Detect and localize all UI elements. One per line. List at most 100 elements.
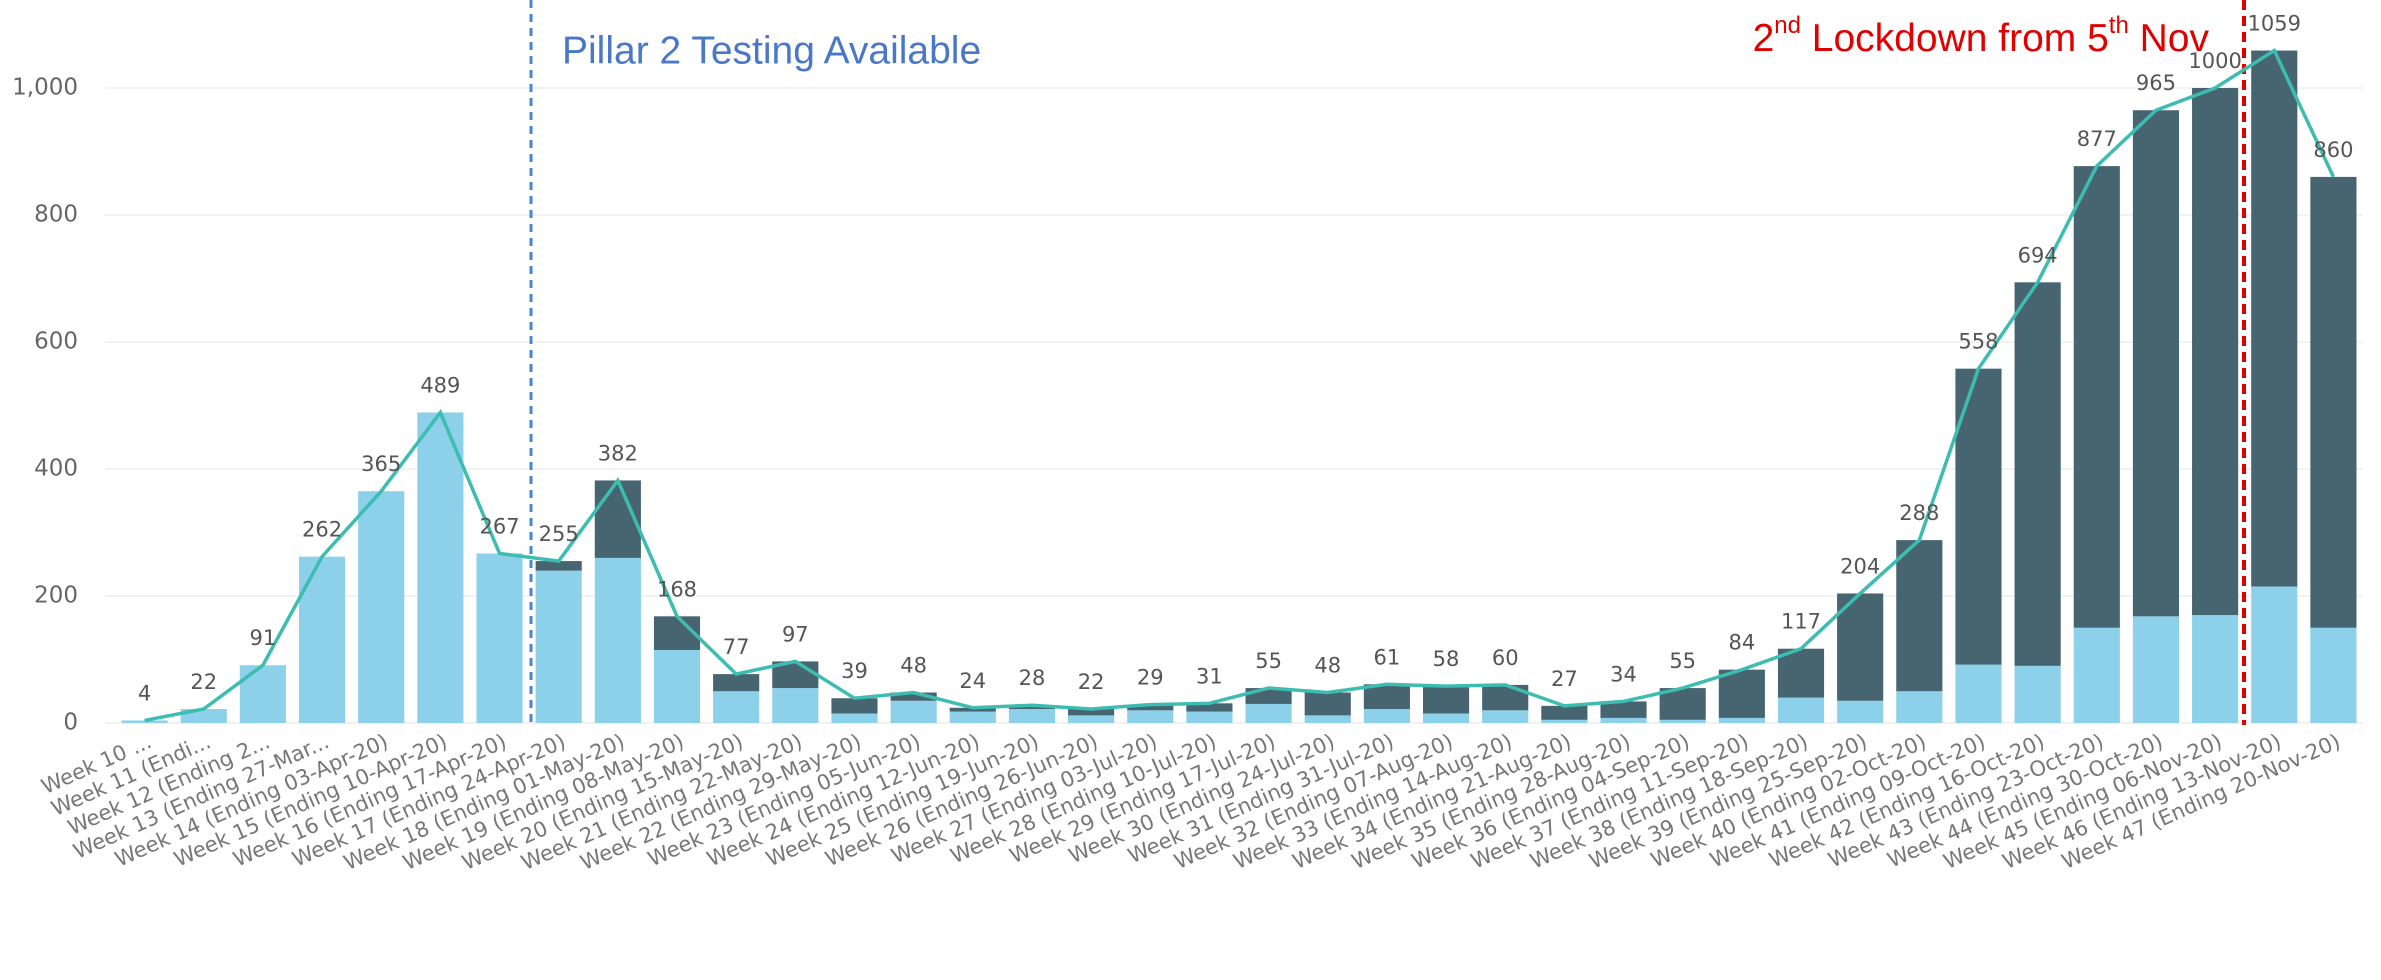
bar-segment [1422, 713, 1470, 723]
value-label: 28 [1019, 666, 1046, 690]
bar-segment [890, 692, 937, 701]
value-label: 29 [1137, 666, 1164, 690]
bar-segment [535, 570, 582, 723]
bar-segment [1896, 540, 1943, 692]
bar-segment [949, 711, 996, 723]
value-label: 288 [1899, 501, 1939, 525]
value-label: 55 [1255, 649, 1282, 673]
bar-segment [417, 412, 464, 723]
pillar-annotation: Pillar 2 Testing Available [562, 29, 981, 72]
bar-segment [1600, 701, 1647, 718]
bar-segment [1127, 710, 1174, 723]
y-tick-label: 0 [63, 710, 78, 736]
value-label: 1000 [2188, 49, 2241, 73]
bar-segment [239, 665, 286, 723]
bar-segment [772, 688, 819, 723]
bar-segment [1008, 709, 1056, 723]
bar-segment [1541, 705, 1588, 720]
value-label: 84 [1728, 631, 1755, 655]
bar-segment [2014, 665, 2061, 723]
bar-segment [2073, 627, 2120, 723]
text-part: Nov [2129, 17, 2210, 60]
value-label: 97 [782, 622, 809, 646]
y-tick-label: 1,000 [12, 75, 78, 101]
value-label: 61 [1374, 645, 1401, 669]
value-label: 91 [250, 626, 277, 650]
value-label: 694 [2018, 243, 2058, 267]
value-label: 22 [1078, 670, 1105, 694]
value-label: 27 [1551, 667, 1578, 691]
value-label: 4 [138, 681, 151, 705]
bar-segment [1955, 664, 2002, 723]
value-label: 382 [598, 441, 638, 465]
bar-segment [1245, 703, 1292, 723]
bar-segment [1068, 709, 1115, 716]
value-label: 48 [1314, 654, 1341, 678]
bar-segment [535, 561, 582, 571]
bar-segment [1482, 710, 1529, 723]
superscript: nd [1774, 12, 1801, 39]
bar-segment [713, 674, 760, 692]
bar-segment [1304, 692, 1351, 716]
bar-segment [713, 691, 760, 723]
value-label: 168 [657, 577, 697, 601]
bar-segment [1363, 709, 1410, 723]
bar-segment [831, 698, 878, 714]
bar-segment [653, 649, 701, 723]
bar-segment [1541, 719, 1588, 723]
value-label: 48 [900, 654, 927, 678]
bar-segment [2014, 282, 2061, 666]
bar-segment [949, 707, 996, 712]
y-tick-label: 800 [34, 202, 78, 228]
lockdown-annotation: 2nd Lockdown from 5th Nov [1753, 12, 2210, 60]
value-label: 489 [420, 373, 460, 397]
value-label: 24 [959, 669, 986, 693]
bar-segment [1777, 697, 1825, 723]
bar-segment [2251, 50, 2298, 587]
bar-segment [1659, 719, 1706, 723]
bar-segment [1186, 703, 1233, 712]
bar-segment [121, 720, 168, 723]
bar-segment [1718, 717, 1765, 723]
value-label: 22 [190, 670, 217, 694]
total-line [144, 47, 2336, 723]
value-label: 58 [1433, 647, 1460, 671]
bar-segment [831, 713, 878, 723]
value-label: 39 [841, 659, 868, 683]
value-label: 55 [1669, 649, 1696, 673]
value-label: 558 [1958, 330, 1998, 354]
bar-segment [1127, 704, 1174, 711]
superscript: th [2109, 12, 2129, 39]
bar-segment [298, 556, 346, 723]
bar-segment [476, 553, 523, 723]
bar-segment [1659, 688, 1706, 720]
value-label: 267 [479, 514, 519, 538]
bar-segment [1777, 648, 1825, 698]
value-label: 34 [1610, 662, 1637, 686]
bar-segment [1068, 715, 1115, 723]
y-tick-label: 600 [34, 329, 78, 355]
bar-segment [890, 700, 937, 723]
y-tick-label: 200 [34, 583, 78, 609]
value-label: 117 [1781, 610, 1821, 634]
bar-segment [2132, 110, 2180, 617]
value-label: 860 [2313, 138, 2353, 162]
bar-segment [2310, 627, 2357, 723]
value-label: 204 [1840, 554, 1880, 578]
bar-segment [1718, 669, 1765, 718]
text-part: Lockdown from 5 [1801, 17, 2109, 60]
value-label: 965 [2136, 71, 2176, 95]
text-part: 2 [1753, 17, 1775, 60]
value-label: 365 [361, 452, 401, 476]
value-label: 60 [1492, 646, 1519, 670]
bar-segment [1837, 593, 1884, 701]
bar-segment [1482, 684, 1529, 711]
value-label: 31 [1196, 664, 1223, 688]
bar-segment [2073, 166, 2120, 628]
value-label: 262 [302, 518, 342, 542]
bar-segment [1304, 715, 1351, 723]
bar-segment [1837, 700, 1884, 723]
bar-segment [1600, 717, 1647, 723]
